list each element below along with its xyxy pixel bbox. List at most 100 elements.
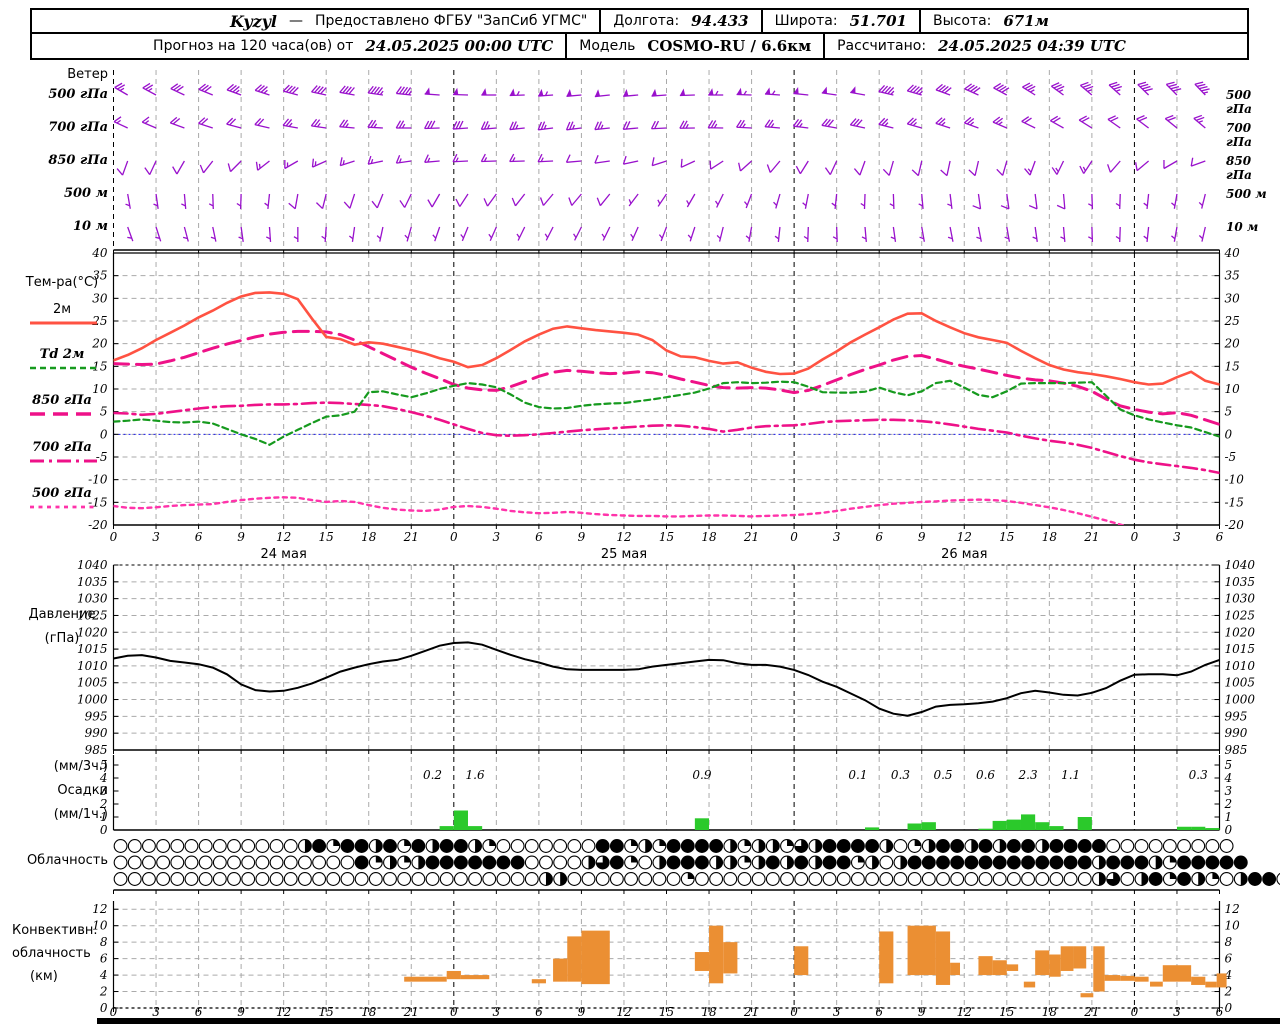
convective-bar bbox=[553, 958, 568, 982]
svg-text:21: 21 bbox=[403, 530, 419, 544]
header-divider bbox=[599, 10, 602, 32]
svg-text:0: 0 bbox=[450, 530, 458, 544]
svg-text:3: 3 bbox=[493, 1005, 501, 1019]
svg-text:1010: 1010 bbox=[1225, 659, 1256, 673]
svg-text:0.6: 0.6 bbox=[976, 768, 995, 782]
svg-text:0: 0 bbox=[110, 1005, 118, 1019]
svg-text:1: 1 bbox=[100, 810, 108, 824]
svg-text:995: 995 bbox=[1225, 709, 1248, 723]
precip-unit-1h: (мм/1ч.) bbox=[53, 807, 108, 822]
svg-text:0.1: 0.1 bbox=[848, 768, 867, 782]
svg-text:-15: -15 bbox=[1225, 495, 1244, 509]
series-2м bbox=[113, 291, 1220, 386]
svg-text:1030: 1030 bbox=[1225, 592, 1256, 606]
lon-label: Долгота: bbox=[613, 13, 680, 29]
convective-bar bbox=[1035, 950, 1050, 976]
svg-text:1015: 1015 bbox=[1225, 642, 1256, 656]
svg-text:6: 6 bbox=[195, 1005, 203, 1019]
cloudiness-title: Облачность bbox=[26, 853, 108, 868]
svg-text:0: 0 bbox=[1225, 1001, 1233, 1015]
svg-text:1000: 1000 bbox=[77, 693, 108, 707]
svg-text:3: 3 bbox=[152, 530, 160, 544]
wind-level-10m-right: 10 м bbox=[1226, 220, 1259, 234]
precip-unit-3h: (мм/3ч.) bbox=[53, 759, 108, 774]
svg-text:12: 12 bbox=[92, 902, 107, 916]
cloudiness-panel bbox=[113, 839, 1280, 894]
precip-bar bbox=[1191, 826, 1206, 830]
precip-bar bbox=[467, 826, 483, 830]
precip-bar bbox=[865, 827, 880, 830]
svg-text:10: 10 bbox=[92, 919, 108, 933]
svg-text:5: 5 bbox=[100, 405, 108, 419]
series-700 гПа bbox=[113, 401, 1220, 475]
svg-text:6: 6 bbox=[1216, 530, 1224, 544]
temperature-legend-samples bbox=[30, 321, 97, 509]
svg-text:21: 21 bbox=[743, 1005, 759, 1019]
svg-text:-20: -20 bbox=[88, 518, 108, 532]
svg-text:5: 5 bbox=[1225, 758, 1233, 772]
svg-text:1025: 1025 bbox=[77, 608, 108, 622]
wind-panel bbox=[113, 70, 1220, 254]
alt-label: Высота: bbox=[933, 13, 992, 29]
svg-text:0: 0 bbox=[110, 530, 118, 544]
svg-text:2: 2 bbox=[1224, 797, 1233, 811]
svg-text:9: 9 bbox=[918, 530, 926, 544]
precip-bar bbox=[1035, 822, 1050, 830]
precip-bar bbox=[1020, 814, 1036, 830]
convective-bar bbox=[1150, 981, 1163, 987]
svg-text:1010: 1010 bbox=[77, 659, 108, 673]
svg-text:0.2: 0.2 bbox=[423, 768, 442, 782]
pressure-panel: 985 985 990 990 995 995 1000 1000 1005 1005 1010 10… bbox=[77, 558, 1255, 757]
svg-text:12: 12 bbox=[616, 1005, 631, 1019]
wind-level-700hpa: 700 гПа bbox=[48, 120, 108, 135]
svg-text:8: 8 bbox=[100, 935, 108, 949]
pressure-title-1: Давление bbox=[28, 607, 96, 622]
svg-text:18: 18 bbox=[361, 530, 377, 544]
svg-text:18: 18 bbox=[361, 1005, 377, 1019]
model-label: Модель bbox=[579, 38, 636, 54]
svg-text:990: 990 bbox=[85, 726, 108, 740]
series-Td 2м bbox=[113, 379, 1220, 447]
svg-text:10: 10 bbox=[1225, 382, 1241, 396]
svg-text:24 мая: 24 мая bbox=[261, 547, 307, 562]
svg-text:8: 8 bbox=[1225, 935, 1233, 949]
svg-text:3: 3 bbox=[1173, 1005, 1181, 1019]
svg-text:0: 0 bbox=[790, 1005, 798, 1019]
precip-bar bbox=[1176, 826, 1192, 830]
precip-bar bbox=[921, 822, 936, 830]
bottom-bar bbox=[97, 1018, 1280, 1024]
svg-text:6: 6 bbox=[875, 1005, 883, 1019]
svg-text:1: 1 bbox=[1225, 810, 1233, 824]
convective-bar bbox=[950, 962, 961, 976]
svg-text:18: 18 bbox=[1042, 1005, 1058, 1019]
forecast-label: Прогноз на 120 часа(ов) от bbox=[153, 38, 354, 54]
convective-bar bbox=[1134, 976, 1149, 982]
legend-label-700: 700 гПа bbox=[32, 440, 92, 455]
svg-text:5: 5 bbox=[1225, 405, 1233, 419]
svg-text:15: 15 bbox=[1225, 359, 1240, 373]
convective-bar bbox=[1104, 975, 1121, 981]
svg-text:3: 3 bbox=[152, 1005, 160, 1019]
svg-text:0: 0 bbox=[1225, 427, 1233, 441]
svg-text:0: 0 bbox=[1225, 823, 1233, 837]
svg-text:12: 12 bbox=[616, 530, 631, 544]
header-row-station: Kyzyl — Предоставлено ФГБУ "ЗапСиб УГМС"… bbox=[32, 10, 1247, 34]
wind-level-500m: 500 м bbox=[63, 186, 108, 201]
svg-text:990: 990 bbox=[1225, 726, 1248, 740]
precip-bar bbox=[907, 823, 922, 830]
svg-text:1.1: 1.1 bbox=[1061, 768, 1080, 782]
svg-text:1035: 1035 bbox=[77, 575, 108, 589]
convective-bar bbox=[1205, 981, 1217, 988]
header-dash: — bbox=[289, 13, 303, 29]
convective-bar bbox=[531, 979, 546, 984]
wind-level-700hpa-right: 700 гПа bbox=[1226, 121, 1252, 149]
header-divider bbox=[565, 34, 568, 58]
svg-text:35: 35 bbox=[92, 269, 107, 283]
convective-bar bbox=[694, 952, 710, 971]
svg-text:15: 15 bbox=[659, 1005, 674, 1019]
lat-label: Широта: bbox=[774, 13, 838, 29]
svg-text:6: 6 bbox=[535, 530, 543, 544]
convective-bar bbox=[1120, 975, 1135, 981]
pressure-curve bbox=[113, 641, 1220, 717]
svg-text:3: 3 bbox=[833, 1005, 841, 1019]
